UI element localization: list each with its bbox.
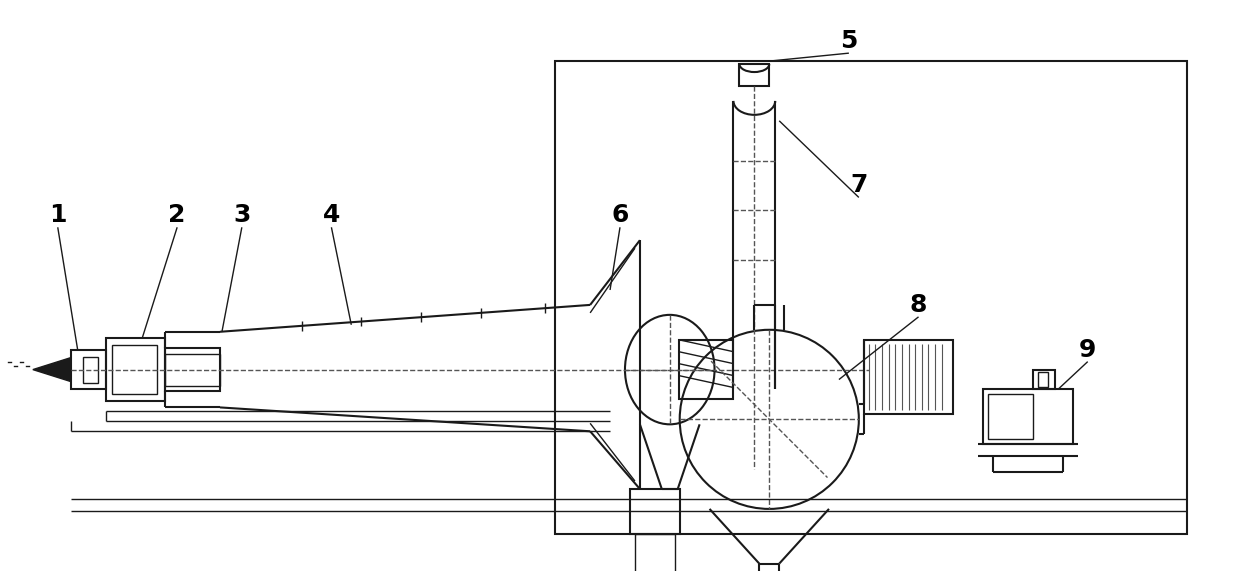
Bar — [1038, 372, 1048, 387]
Bar — [165, 353, 219, 386]
Bar — [556, 61, 1187, 534]
Bar — [165, 348, 219, 391]
Bar — [83, 357, 98, 383]
Text: 8: 8 — [910, 293, 928, 317]
Text: 3: 3 — [233, 203, 250, 227]
Text: 1: 1 — [50, 203, 67, 227]
Text: 7: 7 — [851, 173, 868, 197]
Bar — [988, 395, 1033, 439]
Text: 5: 5 — [841, 29, 858, 53]
Bar — [105, 337, 165, 402]
Bar — [983, 390, 1073, 444]
Bar — [1033, 370, 1055, 390]
Bar — [864, 340, 954, 414]
Text: 4: 4 — [322, 203, 340, 227]
Bar — [71, 349, 105, 390]
Bar — [630, 489, 680, 534]
Text: 2: 2 — [169, 203, 186, 227]
Text: 9: 9 — [1079, 337, 1096, 362]
Bar — [113, 345, 157, 395]
Polygon shape — [33, 358, 71, 382]
Bar — [739, 64, 769, 86]
Text: 6: 6 — [611, 203, 629, 227]
Bar — [635, 534, 675, 572]
Bar — [678, 340, 733, 399]
